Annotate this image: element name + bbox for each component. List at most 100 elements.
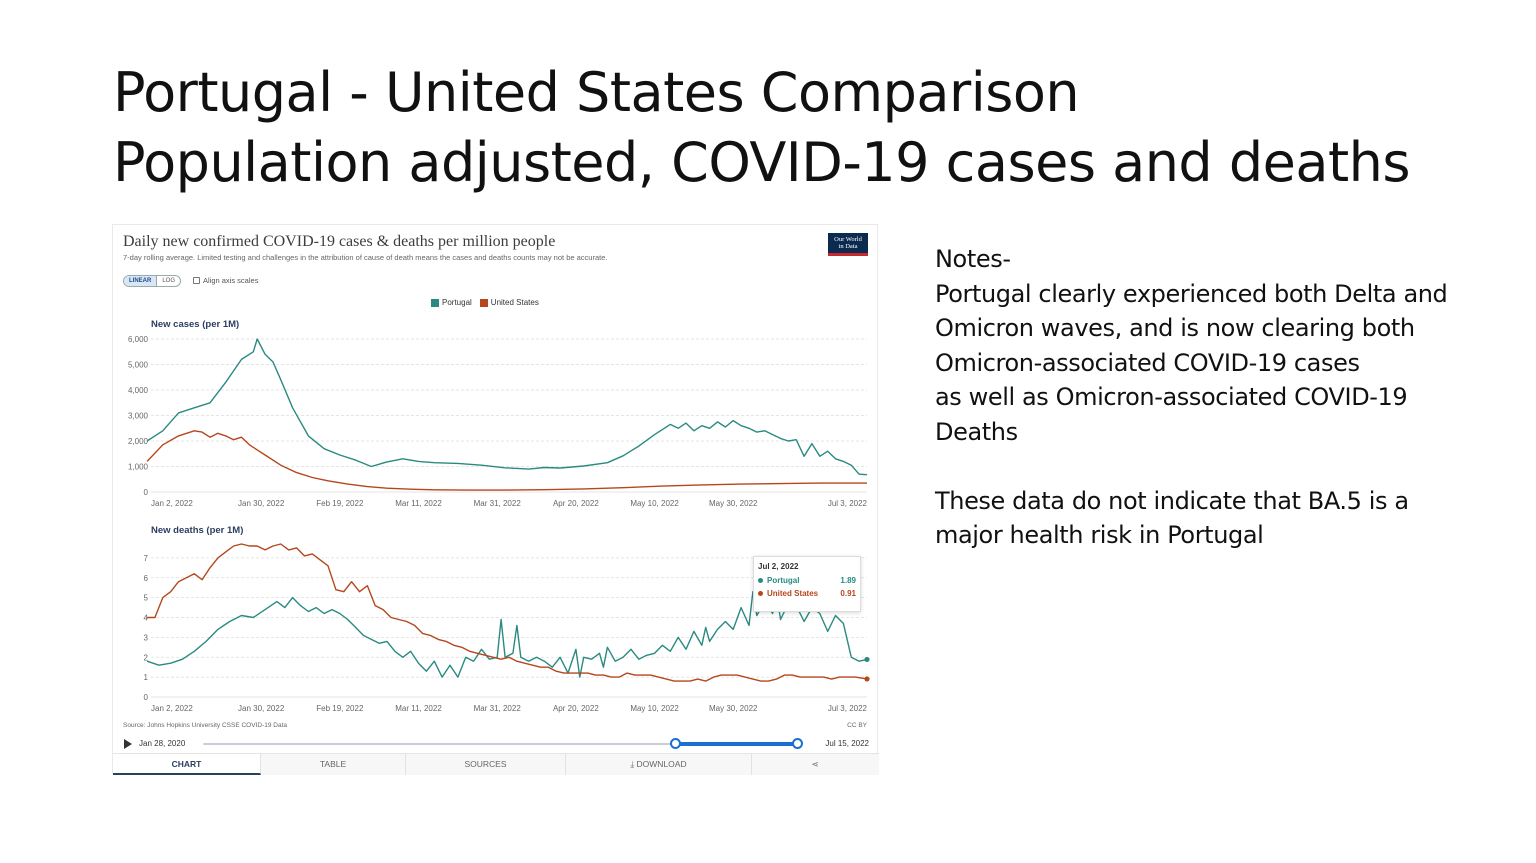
deaths-x-tick-label: Feb 19, 2022 [316, 704, 364, 713]
cases-x-tick-label: May 10, 2022 [630, 499, 679, 508]
scale-toggle[interactable]: LINEAR LOG [123, 275, 182, 287]
legend-item-portugal[interactable]: Portugal [431, 298, 472, 307]
notes-line-3: Omicron waves, and is now clearing both [935, 314, 1415, 342]
legend-label-portugal: Portugal [442, 298, 472, 307]
cases-x-tick-label: Mar 31, 2022 [474, 499, 522, 508]
tab-chart[interactable]: CHART [113, 754, 261, 775]
deaths-y-tick-label: 5 [144, 594, 149, 603]
cases-x-tick-label: Jan 2, 2022 [151, 499, 193, 508]
timeline-end-label: Jul 15, 2022 [825, 739, 869, 748]
chart-tabs: CHART TABLE SOURCES ⤓ DOWNLOAD ⋖ [113, 753, 879, 775]
tooltip-dot-united-states [758, 591, 763, 596]
deaths-x-tick-label: Jul 3, 2022 [828, 704, 868, 713]
notes-text: Notes- Portugal clearly experienced both… [935, 242, 1495, 553]
deaths-y-tick-label: 4 [144, 614, 149, 623]
slide-title-line-2: Population adjusted, COVID-19 cases and … [113, 131, 1411, 194]
cases-y-tick-label: 1,000 [128, 463, 149, 472]
notes-line-6: Deaths [935, 417, 1018, 446]
deaths-x-tick-label: Apr 20, 2022 [553, 704, 599, 713]
timeline-start-label: Jan 28, 2020 [139, 739, 186, 748]
cases-y-tick-label: 0 [144, 488, 149, 497]
notes-line-7: These data do not indicate that BA.5 is … [935, 486, 1409, 515]
timeline-track[interactable] [203, 743, 798, 745]
legend-swatch-united-states [479, 298, 488, 307]
cases-line-united-states [146, 430, 867, 491]
log-scale-button[interactable]: LOG [162, 278, 176, 284]
cases-y-tick-label: 2,000 [128, 437, 149, 446]
align-axis-checkbox[interactable] [193, 277, 200, 284]
notes-line-8: major health risk in Portugal [935, 521, 1264, 549]
cases-x-tick-label: Apr 20, 2022 [553, 499, 599, 508]
notes-line-5: as well as Omicron-associated COVID-19 [935, 383, 1408, 411]
tooltip-value-portugal: 1.89 [840, 576, 856, 585]
license-label[interactable]: CC BY [847, 722, 867, 729]
deaths-y-tick-label: 3 [144, 633, 149, 642]
timeline-end-handle[interactable] [792, 738, 803, 749]
align-axis-label: Align axis scales [203, 276, 259, 285]
download-icon: ⤓ [630, 759, 637, 769]
logo-line-1: Our World [834, 236, 862, 243]
deaths-y-tick-label: 0 [144, 693, 149, 702]
owid-chart-embed: Daily new confirmed COVID-19 cases & dea… [112, 224, 879, 775]
linear-scale-button[interactable]: LINEAR [124, 276, 158, 286]
cases-y-tick-label: 6,000 [128, 335, 149, 344]
cases-y-tick-label: 5,000 [128, 361, 149, 370]
tooltip-row-portugal: Portugal 1.89 [758, 576, 856, 585]
cases-x-tick-label: May 30, 2022 [709, 499, 758, 508]
deaths-endpoint-united-states [864, 676, 870, 682]
cases-x-tick-label: Feb 19, 2022 [316, 499, 364, 508]
deaths-y-tick-label: 7 [144, 554, 149, 563]
source-line[interactable]: Source: Johns Hopkins University CSSE CO… [123, 722, 288, 729]
slide-title: Portugal - United States Comparison Popu… [113, 58, 1493, 198]
deaths-line-united-states [147, 543, 868, 682]
tooltip-label-portugal: Portugal [767, 576, 800, 585]
deaths-x-tick-label: May 10, 2022 [630, 704, 679, 713]
owid-logo[interactable]: Our World in Data [828, 233, 868, 256]
legend-item-united-states[interactable]: United States [479, 298, 539, 307]
legend-label-united-states: United States [490, 298, 539, 307]
tab-table[interactable]: TABLE [261, 754, 406, 775]
tab-sources[interactable]: SOURCES [406, 754, 566, 775]
hover-tooltip: Jul 2, 2022 Portugal 1.89 United States … [753, 556, 861, 612]
deaths-x-tick-label: Jan 2, 2022 [151, 704, 193, 713]
notes-line-1: Notes- [935, 245, 1011, 273]
align-axis-toggle[interactable]: Align axis scales [193, 276, 258, 285]
cases-x-tick-label: Mar 11, 2022 [395, 499, 442, 508]
deaths-x-tick-label: Mar 31, 2022 [474, 704, 522, 713]
deaths-y-tick-label: 2 [144, 653, 149, 662]
notes-spacer [935, 449, 1495, 484]
legend-swatch-portugal [431, 298, 439, 307]
deaths-x-tick-label: Mar 11, 2022 [395, 704, 442, 713]
tooltip-value-united-states: 0.91 [840, 589, 856, 598]
line-charts-svg[interactable]: 0 1,000 2,000 3,000 4,000 5,000 6,000 Jan 2, 20… [113, 225, 879, 725]
play-icon[interactable] [124, 739, 132, 749]
timeline-start-handle[interactable] [670, 738, 681, 749]
deaths-panel-title: New deaths (per 1M) [151, 525, 244, 536]
chart-subtitle: 7-day rolling average. Limited testing a… [123, 253, 608, 262]
timeline[interactable]: Jan 28, 2020 Jul 15, 2022 [123, 737, 869, 751]
tooltip-date: Jul 2, 2022 [758, 562, 799, 571]
tooltip-dot-portugal [758, 578, 763, 583]
slide-title-line-1: Portugal - United States Comparison [113, 61, 1080, 124]
cases-y-tick-label: 4,000 [128, 386, 149, 395]
tooltip-label-united-states: United States [767, 589, 819, 598]
deaths-y-tick-label: 6 [144, 574, 149, 583]
chart-title: Daily new confirmed COVID-19 cases & dea… [123, 233, 556, 250]
deaths-y-tick-label: 1 [144, 673, 149, 682]
chart-legend: Portugal United States [431, 298, 539, 307]
notes-line-4: Omicron-associated COVID-19 cases [935, 348, 1360, 377]
deaths-x-tick-label: May 30, 2022 [709, 704, 758, 713]
deaths-x-tick-label: Jan 30, 2022 [238, 704, 285, 713]
tab-download[interactable]: ⤓ DOWNLOAD [566, 754, 752, 775]
cases-x-tick-label: Jan 30, 2022 [238, 499, 285, 508]
cases-line-portugal [146, 338, 868, 476]
share-icon[interactable]: ⋖ [811, 759, 819, 769]
cases-panel-title: New cases (per 1M) [151, 319, 240, 330]
tab-download-label: DOWNLOAD [636, 759, 687, 769]
logo-line-2: in Data [838, 243, 858, 250]
notes-line-2: Portugal clearly experienced both Delta … [935, 279, 1448, 308]
cases-x-tick-label: Jul 3, 2022 [828, 499, 868, 508]
timeline-selected-range [675, 742, 797, 746]
cases-y-tick-label: 3,000 [128, 412, 149, 421]
tooltip-row-united-states: United States 0.91 [758, 589, 856, 598]
